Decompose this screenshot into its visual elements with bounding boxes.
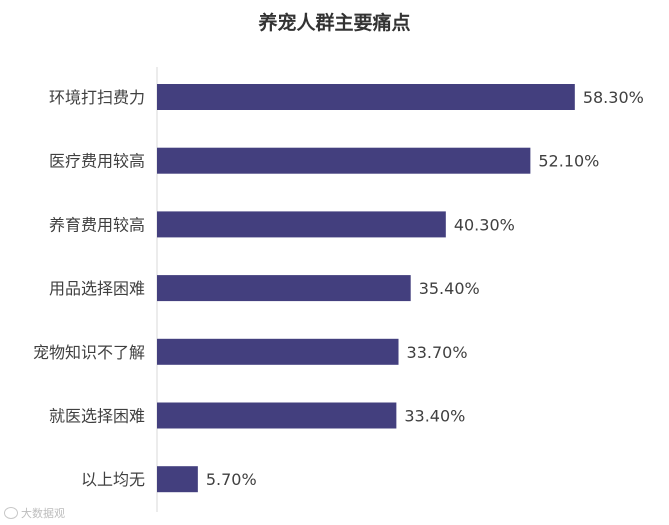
- bar-data-label: 5.70%: [206, 470, 257, 489]
- bar: [157, 338, 399, 365]
- bar: [157, 147, 531, 174]
- chart-title: 养宠人群主要痛点: [258, 12, 411, 34]
- category-tick-label: 宠物知识不了解: [33, 343, 145, 362]
- bar: [157, 402, 397, 429]
- watermark-text: 大数据观: [21, 507, 65, 520]
- category-tick-label: 以上均无: [81, 470, 145, 489]
- category-tick-label: 环境打扫费力: [49, 88, 145, 107]
- watermark-logo-icon: [4, 507, 18, 519]
- bar: [157, 211, 446, 238]
- bar: [157, 84, 575, 110]
- bar: [157, 466, 198, 493]
- bar-data-label: 58.30%: [583, 88, 644, 107]
- bar-data-label: 35.40%: [419, 279, 480, 298]
- bar-data-label: 33.40%: [404, 407, 465, 426]
- bar: [157, 275, 411, 302]
- bar-data-label: 40.30%: [454, 215, 515, 234]
- category-tick-label: 用品选择困难: [49, 279, 145, 298]
- category-tick-label: 医疗费用较高: [49, 152, 145, 171]
- bar-data-label: 52.10%: [538, 152, 599, 171]
- bar-data-label: 33.70%: [407, 343, 468, 362]
- category-tick-label: 就医选择困难: [49, 407, 145, 426]
- category-tick-label: 养育费用较高: [49, 215, 145, 234]
- watermark: 大数据观: [4, 505, 65, 521]
